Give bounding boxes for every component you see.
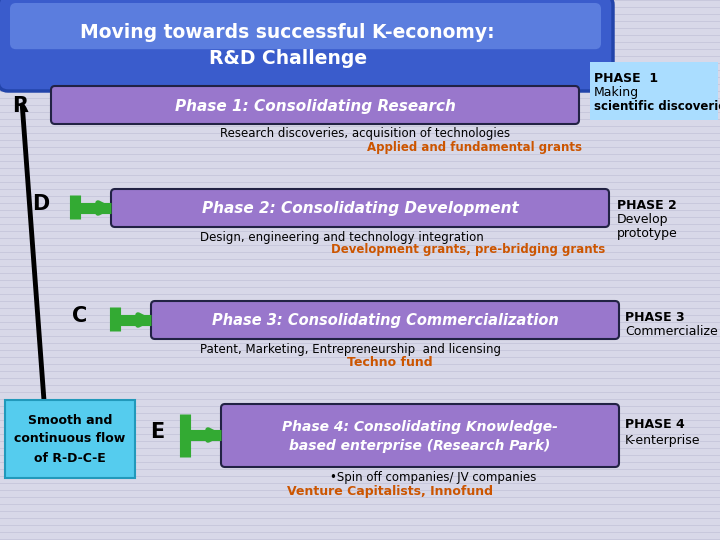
- FancyBboxPatch shape: [51, 86, 579, 124]
- FancyBboxPatch shape: [151, 301, 619, 339]
- Text: R&D Challenge: R&D Challenge: [209, 49, 366, 68]
- Text: Smooth and
continuous flow
of R-D-C-E: Smooth and continuous flow of R-D-C-E: [14, 414, 125, 464]
- FancyBboxPatch shape: [590, 62, 718, 120]
- Text: Techno fund: Techno fund: [347, 356, 433, 369]
- Text: PHASE 3: PHASE 3: [625, 311, 685, 324]
- Text: R: R: [12, 96, 28, 116]
- Text: Development grants, pre-bridging grants: Development grants, pre-bridging grants: [330, 244, 605, 256]
- FancyBboxPatch shape: [111, 189, 609, 227]
- Text: Phase 3: Consolidating Commercialization: Phase 3: Consolidating Commercialization: [212, 314, 559, 328]
- Text: Making: Making: [594, 86, 639, 99]
- Text: Applied and fundamental grants: Applied and fundamental grants: [367, 140, 582, 153]
- Text: Venture Capitalists, Innofund: Venture Capitalists, Innofund: [287, 484, 493, 497]
- Text: E: E: [150, 422, 164, 442]
- FancyBboxPatch shape: [221, 404, 619, 467]
- Text: Develop: Develop: [617, 213, 668, 226]
- Text: •Spin off companies/ JV companies: •Spin off companies/ JV companies: [330, 470, 536, 483]
- Text: prototype: prototype: [617, 227, 678, 240]
- Text: D: D: [32, 194, 49, 214]
- Text: PHASE  1: PHASE 1: [594, 72, 658, 85]
- Text: K-enterprise: K-enterprise: [625, 434, 701, 447]
- Text: Moving towards successful K-economy:: Moving towards successful K-economy:: [81, 23, 495, 42]
- FancyBboxPatch shape: [10, 3, 601, 49]
- Text: PHASE 2: PHASE 2: [617, 199, 677, 212]
- FancyBboxPatch shape: [0, 0, 613, 91]
- Text: C: C: [72, 306, 87, 326]
- Text: Patent, Marketing, Entrepreneurship  and licensing: Patent, Marketing, Entrepreneurship and …: [200, 342, 501, 355]
- Text: Phase 4: Consolidating Knowledge-
based enterprise (Research Park): Phase 4: Consolidating Knowledge- based …: [282, 420, 558, 453]
- Text: Research discoveries, acquisition of technologies: Research discoveries, acquisition of tec…: [220, 127, 510, 140]
- Text: scientific discoveries: scientific discoveries: [594, 100, 720, 113]
- FancyBboxPatch shape: [5, 400, 135, 478]
- Text: PHASE 4: PHASE 4: [625, 418, 685, 431]
- Text: Phase 2: Consolidating Development: Phase 2: Consolidating Development: [202, 201, 518, 217]
- Text: Design, engineering and technology integration: Design, engineering and technology integ…: [200, 231, 484, 244]
- Text: Commercialize: Commercialize: [625, 325, 718, 338]
- Text: Phase 1: Consolidating Research: Phase 1: Consolidating Research: [174, 98, 456, 113]
